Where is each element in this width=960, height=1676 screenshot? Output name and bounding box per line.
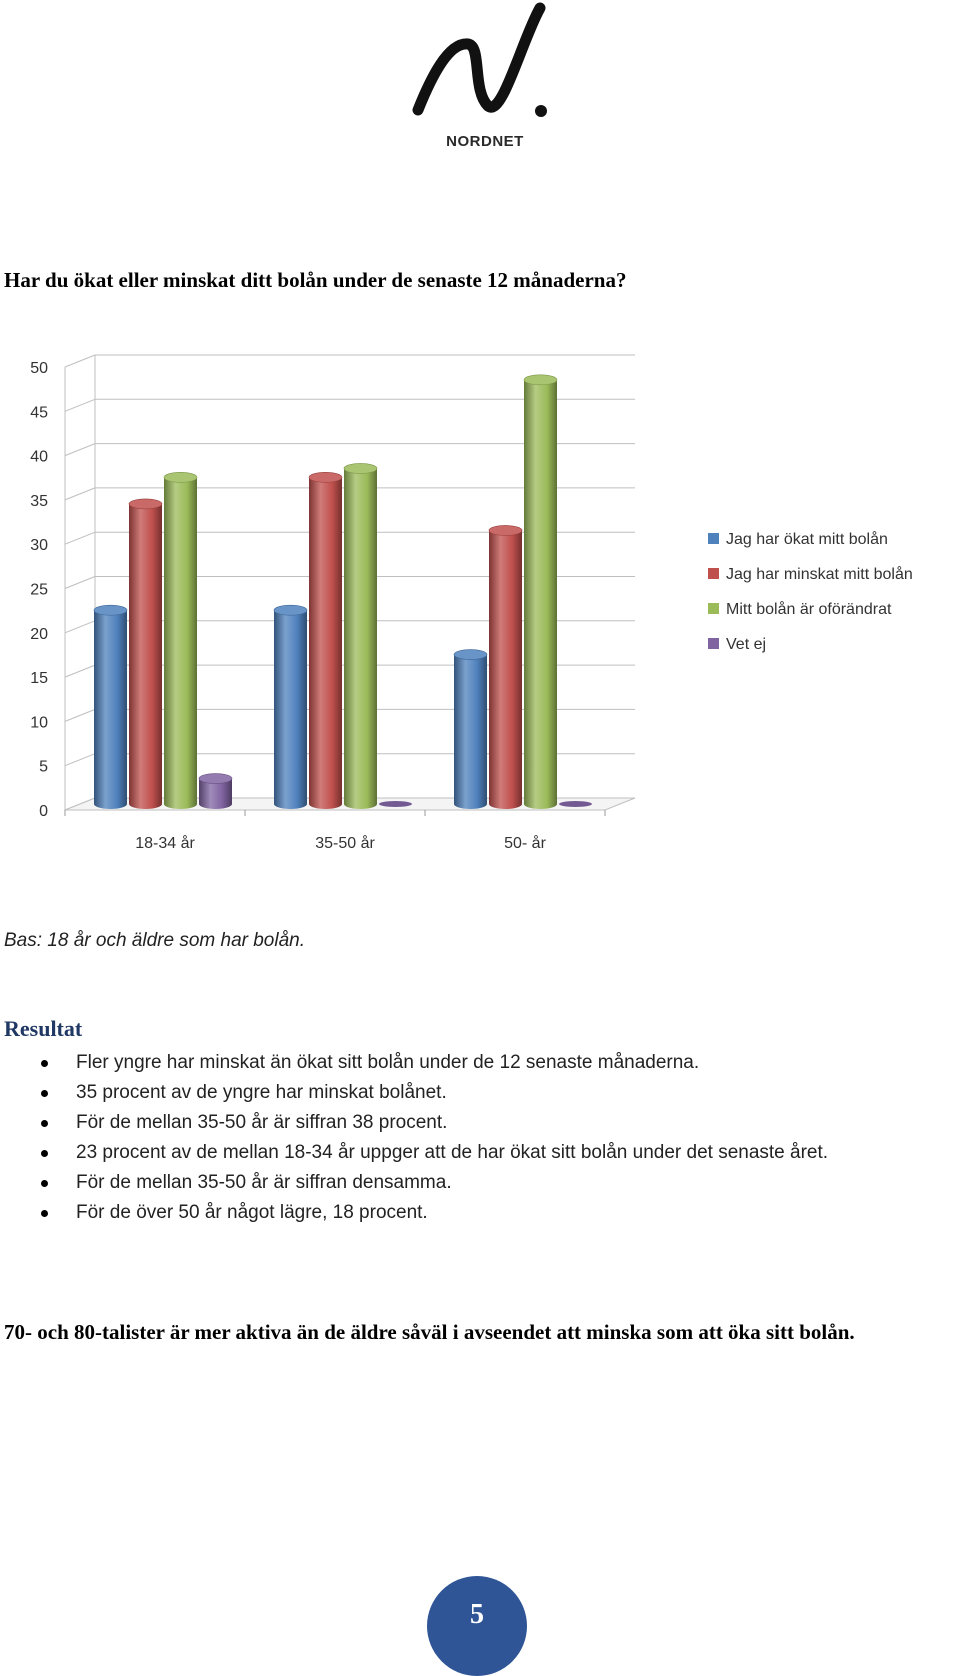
y-tick-label: 50 <box>30 360 48 377</box>
bar-chart: 0 5 10 15 20 25 30 35 40 45 50 18-34 år 35-50 år 50- … <box>0 330 960 910</box>
nordnet-logo: NORDNET <box>410 0 570 160</box>
y-tick-label: 0 <box>39 803 48 820</box>
list-item: 23 procent av de mellan 18-34 år uppger … <box>0 1138 950 1168</box>
bar <box>308 472 343 809</box>
y-tick-label: 25 <box>30 582 48 599</box>
legend-swatch <box>708 568 719 579</box>
list-item: För de mellan 35-50 år är siffran 38 pro… <box>0 1108 950 1138</box>
bar <box>453 649 488 809</box>
bar <box>488 525 523 809</box>
legend-entry: Jag har ökat mitt bolån <box>708 530 888 548</box>
legend-entry: Vet ej <box>708 636 766 653</box>
legend-label: Jag har minskat mitt bolån <box>726 565 913 583</box>
legend-entry: Mitt bolån är oförändrat <box>708 600 892 618</box>
legend-label: Mitt bolån är oförändrat <box>726 600 892 618</box>
page-number-badge: 5 <box>427 1576 527 1676</box>
base-note: Bas: 18 år och äldre som har bolån. <box>4 930 306 951</box>
y-tick-label: 20 <box>30 626 48 643</box>
x-tick-label: 35-50 år <box>315 834 375 852</box>
list-item: För de mellan 35-50 år är siffran densam… <box>0 1168 950 1198</box>
list-item: Fler yngre har minskat än ökat sitt bolå… <box>0 1048 950 1078</box>
y-tick-label: 45 <box>30 404 48 421</box>
y-tick-label: 35 <box>30 493 48 510</box>
list-item: För de över 50 år något lägre, 18 procen… <box>0 1198 950 1228</box>
bar <box>523 374 558 809</box>
bar <box>559 801 592 807</box>
legend-swatch <box>708 638 719 649</box>
y-tick-label: 10 <box>30 714 48 731</box>
bar <box>93 604 128 809</box>
y-tick-label: 30 <box>30 537 48 554</box>
list-item: 35 procent av de yngre har minskat bolån… <box>0 1078 950 1108</box>
survey-question: Har du ökat eller minskat ditt bolån und… <box>4 268 627 292</box>
bar <box>379 801 412 807</box>
bar <box>273 604 308 809</box>
logo-brand-text: NORDNET <box>446 133 524 150</box>
legend-entry: Jag har minskat mitt bolån <box>708 565 913 583</box>
legend-label: Vet ej <box>726 636 766 653</box>
bar <box>198 773 233 809</box>
result-heading: Resultat <box>4 1016 83 1041</box>
legend-label: Jag har ökat mitt bolån <box>726 530 888 548</box>
x-tick-label: 18-34 år <box>135 834 195 852</box>
conclusion-text: 70- och 80-talister är mer aktiva än de … <box>4 1320 855 1344</box>
y-tick-label: 15 <box>30 670 48 687</box>
y-tick-label: 40 <box>30 449 48 466</box>
nordnet-n-mark-icon <box>412 2 547 117</box>
bar <box>343 463 378 809</box>
result-list: Fler yngre har minskat än ökat sitt bolå… <box>0 1048 950 1228</box>
legend-swatch <box>708 603 719 614</box>
y-tick-label: 5 <box>39 759 48 776</box>
x-tick-label: 50- år <box>504 834 546 852</box>
bar <box>128 498 163 809</box>
chart-canvas: 0 5 10 15 20 25 30 35 40 45 50 18-34 år 35-50 år 50- … <box>30 354 913 852</box>
legend-swatch <box>708 533 719 544</box>
bar <box>163 472 198 809</box>
